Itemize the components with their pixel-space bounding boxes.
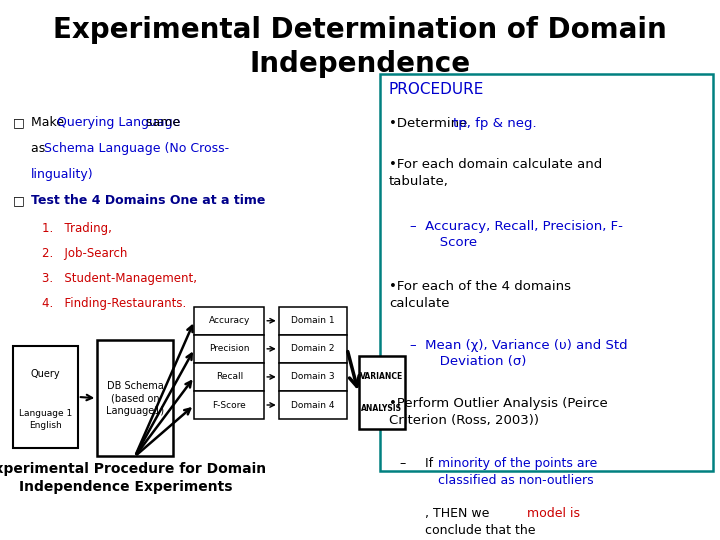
Text: –: – (400, 457, 406, 470)
Text: 3.   Student-Management,: 3. Student-Management, (42, 272, 197, 285)
Text: Domain 2: Domain 2 (291, 345, 335, 353)
Text: •Determine: •Determine (389, 117, 472, 130)
Text: □: □ (13, 194, 24, 207)
Text: Query: Query (30, 369, 60, 379)
Text: Domain 1: Domain 1 (291, 316, 335, 325)
Text: minority of the points are
classified as non-outliers: minority of the points are classified as… (438, 457, 597, 487)
Text: tp, fp & neg.: tp, fp & neg. (453, 117, 536, 130)
FancyBboxPatch shape (279, 363, 347, 391)
Text: Language 1
English: Language 1 English (19, 409, 72, 429)
Text: 1.   Trading,: 1. Trading, (42, 222, 112, 235)
FancyBboxPatch shape (380, 74, 713, 471)
Text: Precision: Precision (209, 345, 250, 353)
Text: Experimental Determination of Domain
Independence: Experimental Determination of Domain Ind… (53, 16, 667, 78)
Text: –  Accuracy, Recall, Precision, F-
       Score: – Accuracy, Recall, Precision, F- Score (410, 220, 624, 249)
Text: Make: Make (31, 116, 68, 129)
FancyBboxPatch shape (194, 335, 264, 363)
FancyBboxPatch shape (97, 340, 173, 456)
Text: •For each of the 4 domains
calculate: •For each of the 4 domains calculate (389, 280, 571, 310)
FancyBboxPatch shape (13, 346, 78, 448)
Text: 4.   Finding-Restaurants.: 4. Finding-Restaurants. (42, 297, 186, 310)
Text: Domain 3: Domain 3 (291, 373, 335, 381)
Text: Querying Language: Querying Language (57, 116, 180, 129)
Text: DB Schema
(based on
Language1): DB Schema (based on Language1) (106, 381, 164, 416)
Text: VARIANCE: VARIANCE (360, 372, 404, 381)
Text: F-Score: F-Score (212, 401, 246, 409)
Text: Test the 4 Domains One at a time: Test the 4 Domains One at a time (31, 194, 266, 207)
Text: □: □ (13, 116, 24, 129)
Text: , THEN we
conclude that the: , THEN we conclude that the (425, 507, 539, 537)
FancyBboxPatch shape (279, 335, 347, 363)
Text: –  Mean (χ), Variance (υ) and Std
       Deviation (σ): – Mean (χ), Variance (υ) and Std Deviati… (410, 339, 628, 368)
Text: Experimental Procedure for Domain
Independence Experiments: Experimental Procedure for Domain Indepe… (0, 462, 266, 494)
Text: same: same (142, 116, 180, 129)
FancyBboxPatch shape (194, 363, 264, 391)
FancyBboxPatch shape (194, 307, 264, 335)
FancyBboxPatch shape (279, 391, 347, 419)
FancyBboxPatch shape (279, 307, 347, 335)
Text: 2.   Job-Search: 2. Job-Search (42, 247, 127, 260)
Text: Domain 4: Domain 4 (291, 401, 335, 409)
Text: linguality): linguality) (31, 168, 94, 181)
Text: model is: model is (527, 507, 580, 520)
Text: If: If (425, 457, 437, 470)
Text: as: as (31, 142, 49, 155)
Text: ANALYSIS: ANALYSIS (361, 404, 402, 414)
Text: Schema Language (No Cross-: Schema Language (No Cross- (44, 142, 229, 155)
Text: Accuracy: Accuracy (209, 316, 250, 325)
FancyBboxPatch shape (194, 391, 264, 419)
Text: •For each domain calculate and
tabulate,: •For each domain calculate and tabulate, (389, 158, 602, 188)
Text: Recall: Recall (216, 373, 243, 381)
Text: •Perform Outlier Analysis (Peirce
Criterion (Ross, 2003)): •Perform Outlier Analysis (Peirce Criter… (389, 397, 608, 427)
Text: PROCEDURE: PROCEDURE (389, 82, 484, 97)
FancyBboxPatch shape (359, 356, 405, 429)
